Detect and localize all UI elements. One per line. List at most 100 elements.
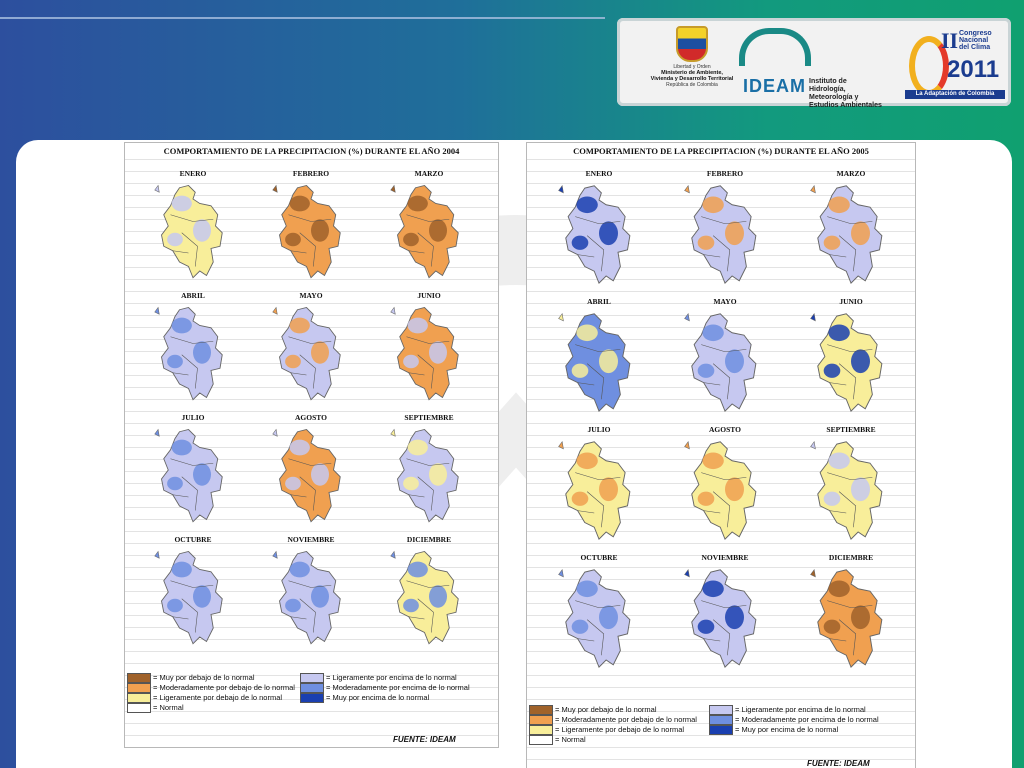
map-region-accent xyxy=(311,585,329,608)
legend-item: = Muy por encima de lo normal xyxy=(300,693,429,704)
map-region-dominant xyxy=(397,307,459,401)
map-region-dominant xyxy=(817,185,883,284)
month-label: MAYO xyxy=(299,291,323,300)
map-region-dominant xyxy=(397,185,459,279)
map-region-accent xyxy=(576,580,598,598)
congreso-text: Congreso Nacional del Clima xyxy=(959,30,992,51)
department-borders xyxy=(406,214,450,267)
map-region-accent xyxy=(167,598,183,613)
map-region-dominant xyxy=(161,429,223,523)
map-region-accent xyxy=(725,221,744,246)
colombia-map-icon xyxy=(558,313,631,412)
legend-item: = Moderadamente por debajo de lo normal xyxy=(127,683,295,694)
ideam-name: IDEAM xyxy=(743,76,806,96)
month-map-cell: NOVIEMBRE xyxy=(665,553,785,677)
month-map-cell: ABRIL xyxy=(137,291,249,409)
legend-label: = Ligeramente por encima de lo normal xyxy=(735,705,866,714)
map-region-dominant xyxy=(817,569,883,668)
legend-swatch xyxy=(529,735,553,746)
month-label: JUNIO xyxy=(417,291,441,300)
map-region-accent xyxy=(599,221,618,246)
legend-swatch xyxy=(529,705,553,716)
san-andres-island-icon xyxy=(684,313,690,322)
map-region-accent xyxy=(599,349,618,374)
map-region-accent xyxy=(407,317,428,334)
department-borders xyxy=(406,458,450,511)
map-region-accent xyxy=(571,363,589,378)
map-region-dominant xyxy=(161,185,223,279)
map-region-accent xyxy=(851,477,870,502)
colombia-map-icon xyxy=(390,550,459,645)
ideam-logo: IDEAM Instituto de Hidrología, Meteorolo… xyxy=(735,26,885,109)
map-region-accent xyxy=(823,235,841,250)
month-map-cell: MAYO xyxy=(255,291,367,409)
map-region-accent xyxy=(823,619,841,634)
department-borders xyxy=(406,580,450,633)
map-region-dominant xyxy=(565,185,631,284)
month-label: ENERO xyxy=(585,169,613,178)
ministerio-country: República de Colombia xyxy=(666,82,718,88)
source-label: FUENTE: IDEAM xyxy=(393,735,456,744)
map-region-accent xyxy=(285,598,301,613)
ministerio-logo: Libertad y Orden Ministerio de Ambiente,… xyxy=(647,26,737,100)
ideam-inst-line2: Meteorología y xyxy=(809,94,859,101)
department-borders xyxy=(827,472,873,528)
legend-swatch xyxy=(127,703,151,714)
colombia-map-icon xyxy=(684,569,757,668)
legend-label: = Muy por debajo de lo normal xyxy=(555,705,657,714)
month-map-cell: JUNIO xyxy=(791,297,911,421)
department-borders xyxy=(288,336,332,389)
top-divider-line xyxy=(0,17,605,19)
panel-2004: COMPORTAMIENTO DE LA PRECIPITACION (%) D… xyxy=(124,142,499,748)
month-label: FEBRERO xyxy=(292,169,330,178)
month-map-cell: ENERO xyxy=(137,169,249,287)
map-legend: = Muy por debajo de lo normal = Moderadam… xyxy=(527,705,915,765)
department-borders xyxy=(288,214,332,267)
map-region-accent xyxy=(851,349,870,374)
map-region-accent xyxy=(171,195,192,212)
legend-item: = Ligeramente por encima de lo normal xyxy=(300,673,457,684)
san-andres-island-icon xyxy=(684,441,690,450)
legend-item: = Moderadamente por debajo de lo normal xyxy=(529,715,697,726)
month-map-cell: AGOSTO xyxy=(255,413,367,531)
ministerio-name-1: Ministerio de Ambiente, xyxy=(661,70,723,76)
colombia-map-icon xyxy=(272,184,341,279)
month-map-cell: JUNIO xyxy=(373,291,485,409)
month-map-cell: ENERO xyxy=(539,169,659,293)
colombia-map-icon xyxy=(558,185,631,284)
map-region-accent xyxy=(828,580,850,598)
month-map-cell: DICIEMBRE xyxy=(373,535,485,653)
month-label: MAYO xyxy=(713,297,737,306)
map-region-accent xyxy=(167,232,183,247)
map-region-accent xyxy=(851,605,870,630)
month-label: ABRIL xyxy=(587,297,611,306)
department-borders xyxy=(288,580,332,633)
panel-2004-title: COMPORTAMIENTO DE LA PRECIPITACION (%) D… xyxy=(125,146,498,156)
san-andres-island-icon xyxy=(154,184,160,193)
map-legend: = Muy por debajo de lo normal = Moderadam… xyxy=(125,673,498,733)
month-label: MARZO xyxy=(836,169,866,178)
legend-item: = Ligeramente por debajo de lo normal xyxy=(529,725,684,736)
map-region-accent xyxy=(171,439,192,456)
legend-item: = Ligeramente por encima de lo normal xyxy=(709,705,866,716)
colombia-map-icon xyxy=(390,184,459,279)
legend-swatch xyxy=(300,683,324,694)
map-region-dominant xyxy=(397,429,459,523)
ministerio-motto: Libertad y Orden xyxy=(673,64,711,70)
map-region-accent xyxy=(429,341,447,364)
map-region-dominant xyxy=(691,313,757,412)
map-region-accent xyxy=(403,354,419,369)
colombia-map-icon xyxy=(684,313,757,412)
ideam-institute-text: Instituto de Hidrología, Meteorología y … xyxy=(809,78,885,110)
map-region-accent xyxy=(289,317,310,334)
colombia-map-icon xyxy=(684,441,757,540)
map-region-accent xyxy=(823,491,841,506)
department-borders xyxy=(170,458,214,511)
map-region-accent xyxy=(167,476,183,491)
colombia-map-icon xyxy=(154,184,223,279)
map-region-dominant xyxy=(691,441,757,540)
department-borders xyxy=(701,344,747,400)
map-region-accent xyxy=(571,491,589,506)
colombia-map-icon xyxy=(390,306,459,401)
content-card: COMPORTAMIENTO DE LA PRECIPITACION (%) D… xyxy=(16,140,1012,768)
